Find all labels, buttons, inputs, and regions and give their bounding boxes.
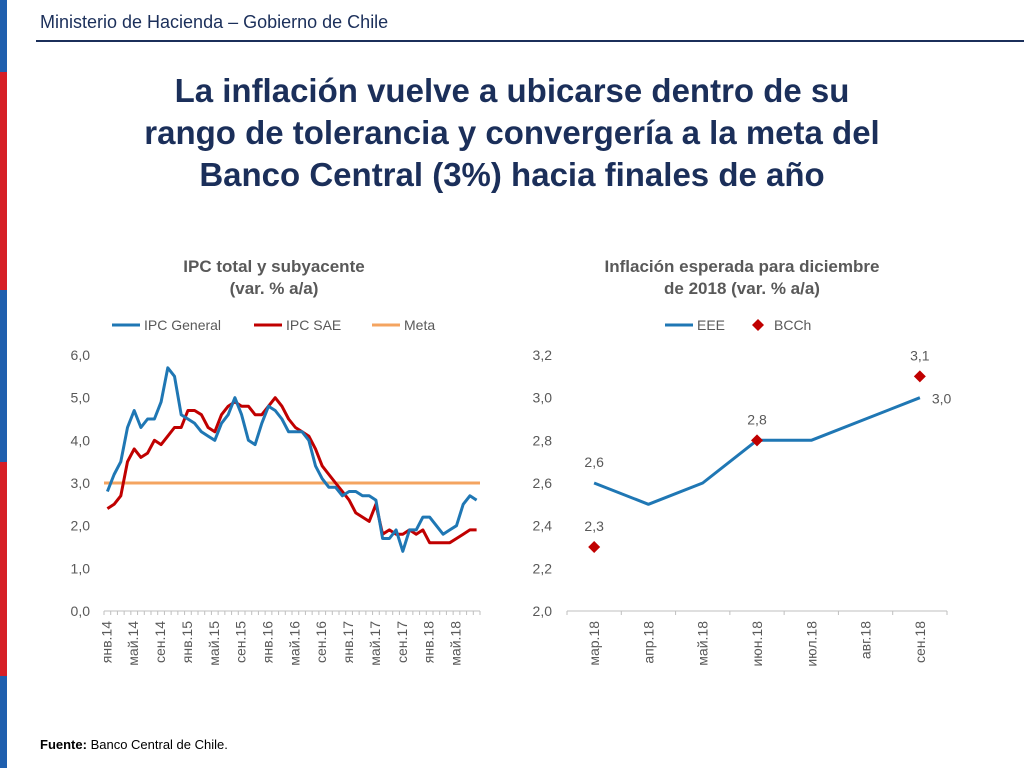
- sidebar-accent-red-lower: [0, 462, 7, 676]
- ipc-chart: IPC total y subyacente (var. % a/a) IPC Ge…: [40, 250, 490, 710]
- ipc-legend-label: IPC SAE: [286, 317, 341, 333]
- slide-title: La inflación vuelve a ubicarse dentro de…: [60, 70, 964, 196]
- sidebar-accent-middle: [0, 290, 7, 462]
- ipc-y-tick-label: 5,0: [71, 390, 91, 406]
- ipc-x-tick-label: сен.16: [313, 621, 329, 663]
- ipc-chart-subtitle: (var. % a/a): [230, 279, 319, 298]
- sidebar-accent-top: [0, 0, 7, 72]
- expected-inflation-chart-svg: Inflación esperada para diciembre de 2018…: [533, 257, 952, 667]
- ipc-x-tick-label: янв.15: [179, 621, 195, 663]
- expected-x-tick-label: июн.18: [749, 621, 765, 667]
- ipc-legend-label: IPC General: [144, 317, 221, 333]
- ipc-legend-label: Meta: [404, 317, 435, 333]
- expected-chart-title: Inflación esperada para diciembre: [605, 257, 880, 276]
- expected-x-tick-label: апр.18: [640, 621, 656, 664]
- ipc-x-tick-label: май.16: [286, 621, 302, 666]
- expected-y-tick-label: 2,2: [533, 560, 553, 576]
- slide-title-line-3: Banco Central (3%) hacia finales de año: [199, 156, 825, 193]
- expected-x-tick-label: авг.18: [858, 621, 874, 659]
- expected-y-tick-label: 2,0: [533, 603, 553, 619]
- expected-x-tick-label: июл.18: [803, 621, 819, 667]
- ipc-y-tick-label: 3,0: [71, 475, 91, 491]
- eee-legend-label: EEE: [697, 317, 725, 333]
- ipc-x-tick-label: янв.14: [98, 621, 114, 663]
- ipc-x-tick-label: май.18: [448, 621, 464, 666]
- expected-y-tick-label: 2,4: [533, 518, 553, 534]
- expected-data-label: 2,8: [747, 411, 767, 427]
- sidebar-accent-red-upper: [0, 72, 7, 290]
- expected-data-label: 2,6: [584, 454, 604, 470]
- slide-title-line-1: La inflación vuelve a ubicarse dentro de…: [174, 72, 850, 109]
- ipc-x-tick-label: май.17: [367, 621, 383, 666]
- ipc-x-tick-label: сен.17: [394, 621, 410, 663]
- source-text: Banco Central de Chile.: [86, 737, 228, 752]
- ipc-y-tick-label: 6,0: [71, 347, 91, 363]
- sidebar-accent-bottom: [0, 676, 7, 768]
- ipc-x-tick-label: май.14: [125, 621, 141, 666]
- slide-title-line-2: rango de tolerancia y convergería a la m…: [144, 114, 880, 151]
- expected-y-tick-label: 2,6: [533, 475, 553, 491]
- expected-x-tick-label: мар.18: [586, 621, 602, 666]
- bcch-legend-swatch: [752, 319, 764, 331]
- ipc-x-tick-label: сен.15: [233, 621, 249, 663]
- bcch-point: [751, 434, 763, 447]
- expected-data-label: 2,3: [584, 518, 604, 534]
- expected-x-tick-label: май.18: [695, 621, 711, 666]
- ipc-x-tick-label: май.15: [206, 621, 222, 666]
- ipc-y-tick-label: 1,0: [71, 560, 91, 576]
- ipc-y-tick-label: 4,0: [71, 432, 91, 448]
- ipc-x-tick-label: сен.14: [152, 621, 168, 663]
- bcch-point: [913, 370, 926, 383]
- ipc-chart-svg: IPC total y subyacente (var. % a/a) IPC Ge…: [71, 257, 481, 666]
- expected-y-tick-label: 3,2: [533, 347, 553, 363]
- expected-data-label: 3,1: [910, 347, 930, 363]
- source-note: Fuente: Banco Central de Chile.: [40, 737, 228, 752]
- bcch-legend-label: BCCh: [774, 317, 811, 333]
- ipc-x-tick-label: янв.18: [421, 621, 437, 663]
- expected-y-tick-label: 3,0: [533, 390, 553, 406]
- ipc-chart-title: IPC total y subyacente: [183, 257, 364, 276]
- expected-data-label: 3,0: [932, 391, 952, 407]
- expected-chart-subtitle: de 2018 (var. % a/a): [664, 279, 820, 298]
- bcch-point: [588, 541, 601, 553]
- expected-inflation-chart: Inflación esperada para diciembre de 2018…: [512, 250, 962, 710]
- ipc-x-tick-label: янв.16: [260, 621, 276, 663]
- ipc-x-tick-label: янв.17: [340, 621, 356, 663]
- expected-x-tick-label: сен.18: [912, 621, 928, 663]
- source-label: Fuente:: [40, 737, 87, 752]
- expected-y-tick-label: 2,8: [533, 432, 553, 448]
- ipc-sae-line: [106, 396, 477, 545]
- header-title: Ministerio de Hacienda – Gobierno de Chi…: [40, 12, 389, 32]
- header-divider: [36, 40, 1024, 42]
- ipc-y-tick-label: 2,0: [71, 518, 91, 534]
- ipc-general-line: [106, 366, 478, 553]
- ipc-y-tick-label: 0,0: [71, 603, 91, 619]
